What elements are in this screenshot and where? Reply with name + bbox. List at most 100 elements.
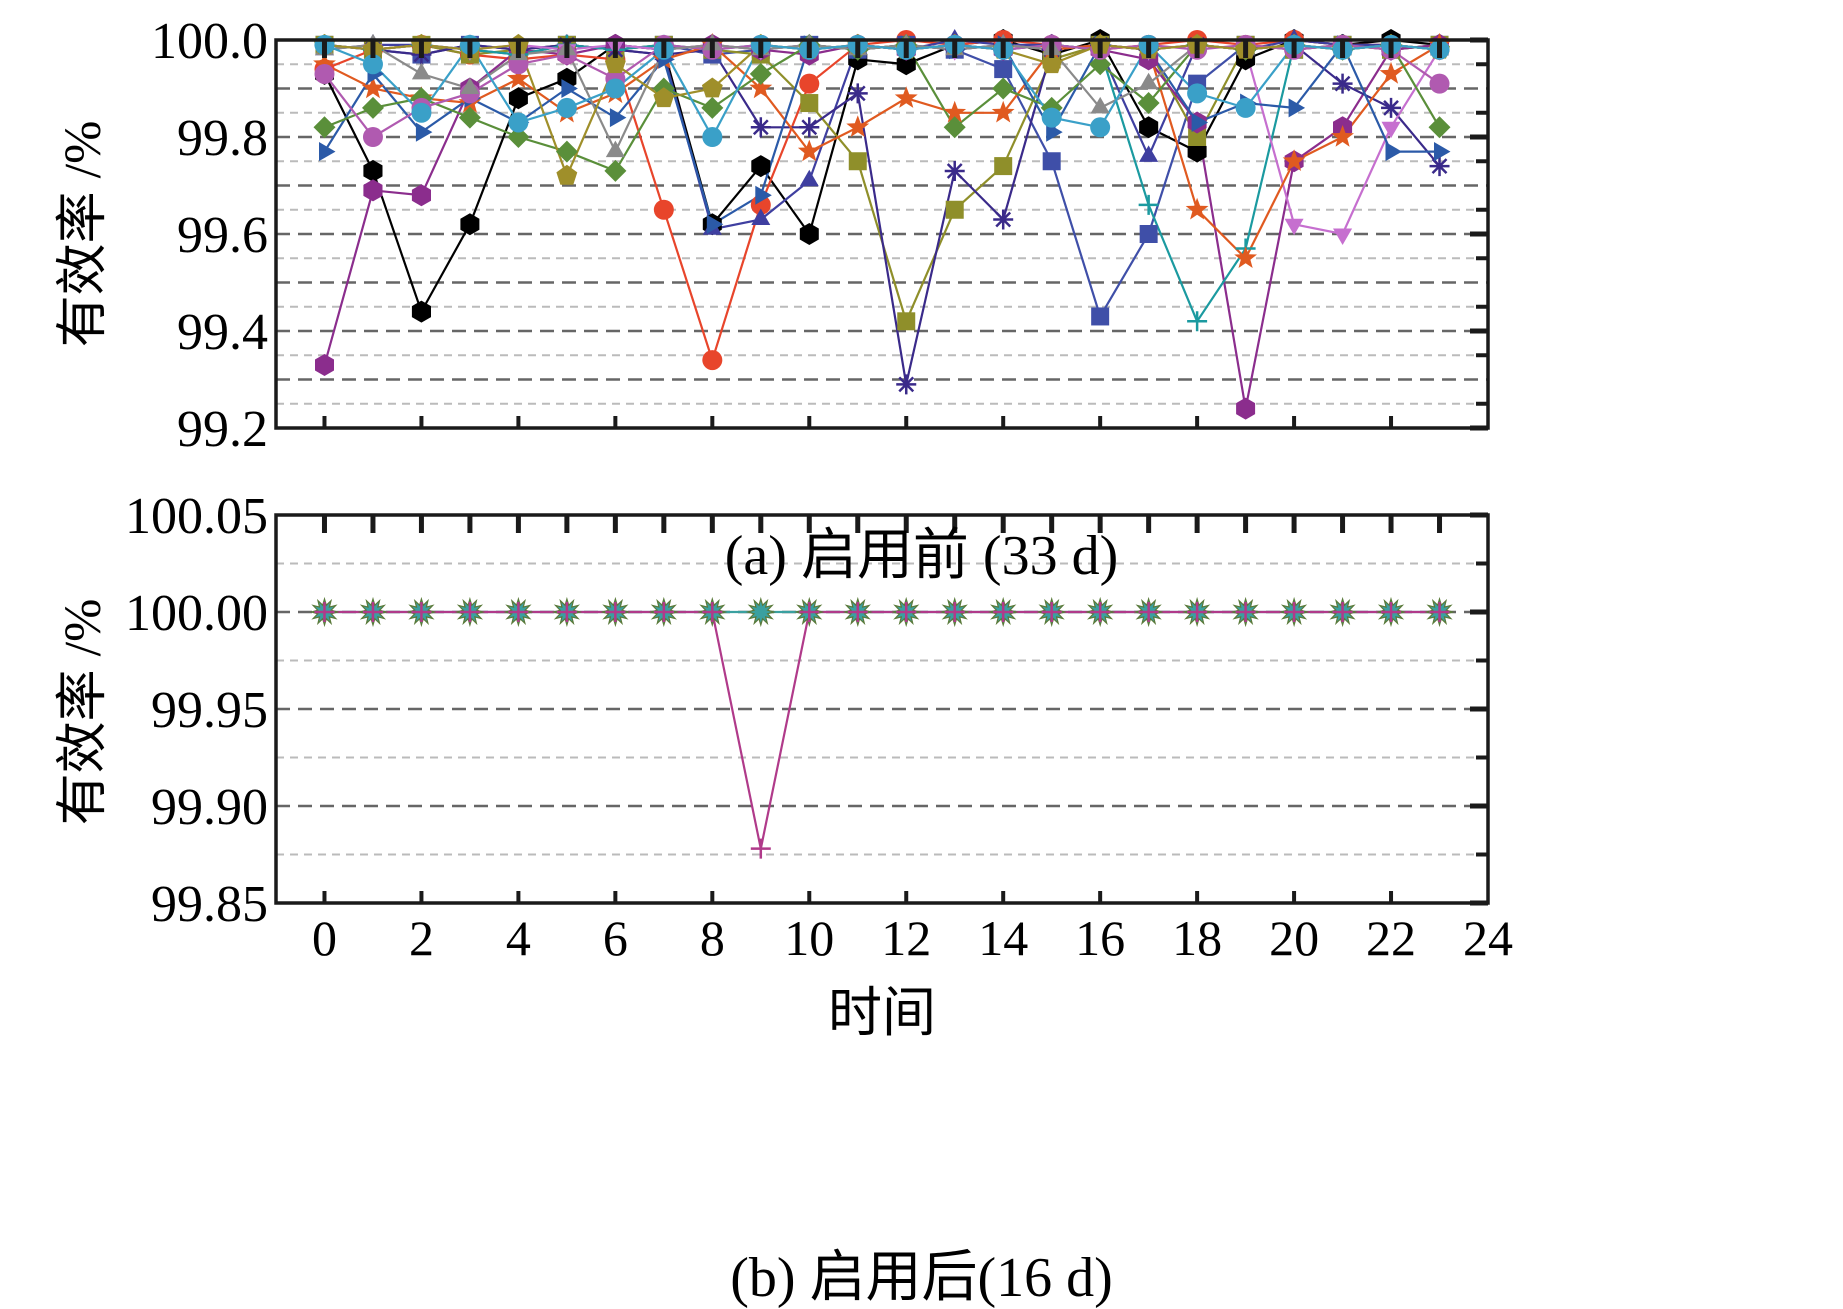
- panel-a-series-d4-point: [1139, 225, 1158, 243]
- panel-b-series-dip-point: [362, 602, 383, 622]
- panel-a-series-d11-point: [319, 142, 336, 162]
- panel-a-series-d12-point: [1137, 92, 1160, 114]
- panel-a-series-d3-point: [751, 208, 771, 225]
- panel-a-series-d16-point: [605, 78, 626, 99]
- panel-a-series-d5-point: [945, 200, 964, 219]
- panel-b-xlabel: 时间: [828, 983, 936, 1043]
- panel-a-series-d12-point: [458, 106, 481, 129]
- panel-a-series-d10-point: [1379, 61, 1403, 84]
- panel-a-series-d9-point: [1381, 121, 1401, 139]
- panel-a-series-d10-point: [797, 139, 821, 162]
- panel-a-series-d3-point: [799, 169, 819, 187]
- panel-a-series-d16-point: [411, 102, 432, 123]
- panel-a-series-d12-point: [1089, 53, 1112, 76]
- panel-b-ytick-label: 99.95: [151, 682, 268, 739]
- panel-a-series-d10-point: [846, 115, 870, 137]
- panel-b-series-dip-point: [508, 602, 529, 622]
- panel-a-series-d11-point: [1385, 142, 1402, 162]
- panel-a-series-d15-point: [604, 53, 626, 74]
- panel-b-series-dip-point: [944, 602, 965, 622]
- panel-a-series-d5-point: [897, 312, 916, 331]
- panel-b-series-dip-point: [1429, 602, 1450, 622]
- panel-a-series-d8-point: [1138, 194, 1159, 215]
- panel-a-series-d16-point: [362, 54, 383, 75]
- panel-b-xtick-label: 22: [1366, 910, 1416, 966]
- panel-a-series-d12-point: [701, 96, 724, 119]
- panel-b-xtick-label: 10: [784, 910, 834, 966]
- panel-a-series-d12-point: [749, 62, 772, 85]
- panel-a-series-d2-point: [799, 73, 820, 94]
- panel-a-series-d4-point: [1091, 307, 1110, 326]
- panel-b-series-dip-point: [653, 602, 674, 622]
- panel-a-ytick-label: 99.2: [177, 401, 268, 458]
- panel-b-series-dip-point: [1381, 602, 1402, 622]
- panel-a-ytick-label: 99.6: [177, 207, 268, 264]
- panel-b-series-dip-point: [459, 602, 480, 622]
- panel-a-series-d13-point: [1429, 73, 1450, 94]
- panel-a-series-d11-point: [609, 108, 627, 128]
- panel-a-series-d11-point: [755, 185, 772, 205]
- panel-b-ytick-label: 99.90: [151, 779, 268, 836]
- panel-a-series-d16-line: [324, 42, 1440, 140]
- panel-a-series-d12-point: [362, 96, 384, 119]
- panel-a-series-d12-point: [507, 126, 530, 148]
- panel-a-series-d7-point: [799, 117, 820, 138]
- panel-a-series-d11-point: [561, 79, 578, 98]
- panel-b-series-dip-point: [1041, 602, 1062, 622]
- panel-a-series-d11-point: [706, 214, 724, 234]
- panel-b-caption: (b) 启用后(16 d): [730, 1247, 1113, 1309]
- panel-a-series-d6-point: [1236, 397, 1256, 420]
- panel-b-xtick-label: 18: [1172, 910, 1222, 966]
- panel-a-series-d11-point: [1288, 98, 1306, 118]
- panel-a-series-d10-point: [361, 76, 385, 99]
- panel-b-series-dip-point: [1138, 602, 1159, 622]
- panel-a-series-d12-point: [313, 116, 336, 139]
- panel-a-series-d7-point: [1381, 97, 1402, 118]
- panel-a-series-d12-point: [1428, 116, 1451, 139]
- panel-b-series-dip-point: [847, 602, 868, 622]
- panel-b-ytick-label: 100.00: [125, 585, 268, 642]
- panel-b-series-dip-point: [750, 838, 771, 859]
- panel-a-series-d16-point: [1235, 97, 1256, 118]
- panel-a-series-d1-point: [508, 87, 528, 110]
- panel-a-series-d5-point: [1188, 128, 1207, 146]
- panel-b-series-dip-point: [556, 602, 577, 622]
- panel-a-series-d8-line: [324, 43, 1440, 324]
- panel-a-series-d10-point: [313, 52, 336, 74]
- panel-a-series-d10-point: [943, 100, 967, 123]
- panel-a-series-d16-point: [1090, 117, 1111, 138]
- panel-a-series-d5-point: [848, 152, 867, 171]
- panel-a-ytick-label: 99.4: [177, 304, 268, 361]
- panel-a-series-d10-point: [1234, 246, 1257, 268]
- panel-a-series-d7-point: [993, 209, 1014, 230]
- panel-b-series-baseline-point: [745, 596, 776, 628]
- panel-a-series-d3-point: [1139, 145, 1159, 162]
- panel-a-series-d6-point: [411, 184, 431, 207]
- panel-a-series-d16-point: [1041, 107, 1062, 128]
- panel-a-series-d1-point: [1139, 116, 1159, 139]
- panel-a-series-d10-line: [324, 43, 1441, 261]
- panel-b-ytick-label: 99.85: [151, 876, 268, 933]
- panel-a-series-d16-point: [702, 127, 723, 147]
- panel-a-series-d5-line: [324, 43, 1440, 325]
- panel-a-ytick-label: 100.0: [151, 13, 268, 70]
- panel-b-series-dip-point: [1284, 602, 1305, 622]
- panel-a-series-d1-point: [751, 155, 771, 178]
- panel-b-xtick-label: 14: [978, 910, 1028, 966]
- panel-a-series-d11-point: [1191, 112, 1209, 132]
- panel-a-series-d7-point: [896, 374, 917, 395]
- panel-b-xtick-label: 16: [1075, 910, 1125, 966]
- panel-b-xtick-label: 2: [409, 910, 434, 966]
- panel-a-series-d1-point: [799, 223, 819, 245]
- panel-b-series-dip-point: [1235, 602, 1256, 622]
- panel-b-xtick-label: 12: [881, 910, 931, 966]
- panel-a-caption: (a) 启用前 (33 d): [724, 525, 1119, 587]
- panel-a-series-d7-point: [750, 117, 771, 138]
- panel-b-xtick-label: 24: [1463, 910, 1513, 966]
- panel-a-series-d10-point: [749, 76, 773, 99]
- panel-a-series-d10-point: [1185, 197, 1209, 220]
- panel-a-series-d1-point: [1187, 140, 1207, 163]
- panel-b-series-dip-point: [1332, 602, 1353, 622]
- panel-a-series-d9-point: [1284, 218, 1304, 236]
